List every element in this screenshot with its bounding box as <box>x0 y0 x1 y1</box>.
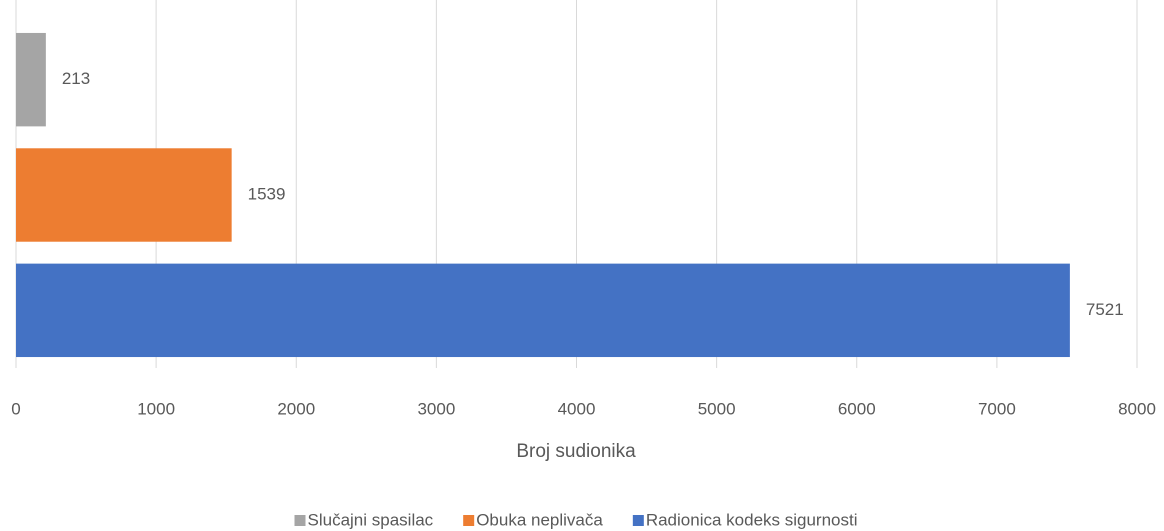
legend-label: Slučajni spasilac <box>308 510 434 529</box>
x-axis-label: Broj sudionika <box>516 441 636 462</box>
x-tick-label: 4000 <box>558 399 596 418</box>
bar <box>16 263 1070 358</box>
x-tick-label: 6000 <box>838 399 876 418</box>
bar <box>16 32 46 127</box>
legend: Slučajni spasilac Obuka neplivača Radionic… <box>294 510 858 529</box>
legend-label: Radionica kodeks sigurnosti <box>646 510 858 529</box>
x-tick-label: 0 <box>11 399 20 418</box>
x-tick-label: 2000 <box>277 399 315 418</box>
legend-swatch <box>632 515 644 526</box>
x-tick-label: 5000 <box>698 399 736 418</box>
data-label: 1539 <box>248 184 286 203</box>
x-tick-label: 1000 <box>137 399 175 418</box>
legend-label: Obuka neplivača <box>476 510 603 529</box>
x-tick-label: 3000 <box>417 399 455 418</box>
bar <box>16 148 232 242</box>
legend-swatch <box>294 515 306 526</box>
x-tick-label: 7000 <box>978 399 1016 418</box>
data-label: 213 <box>62 69 90 88</box>
data-label: 7521 <box>1086 300 1124 319</box>
legend-swatch <box>463 515 475 526</box>
x-tick-label: 8000 <box>1118 399 1156 418</box>
